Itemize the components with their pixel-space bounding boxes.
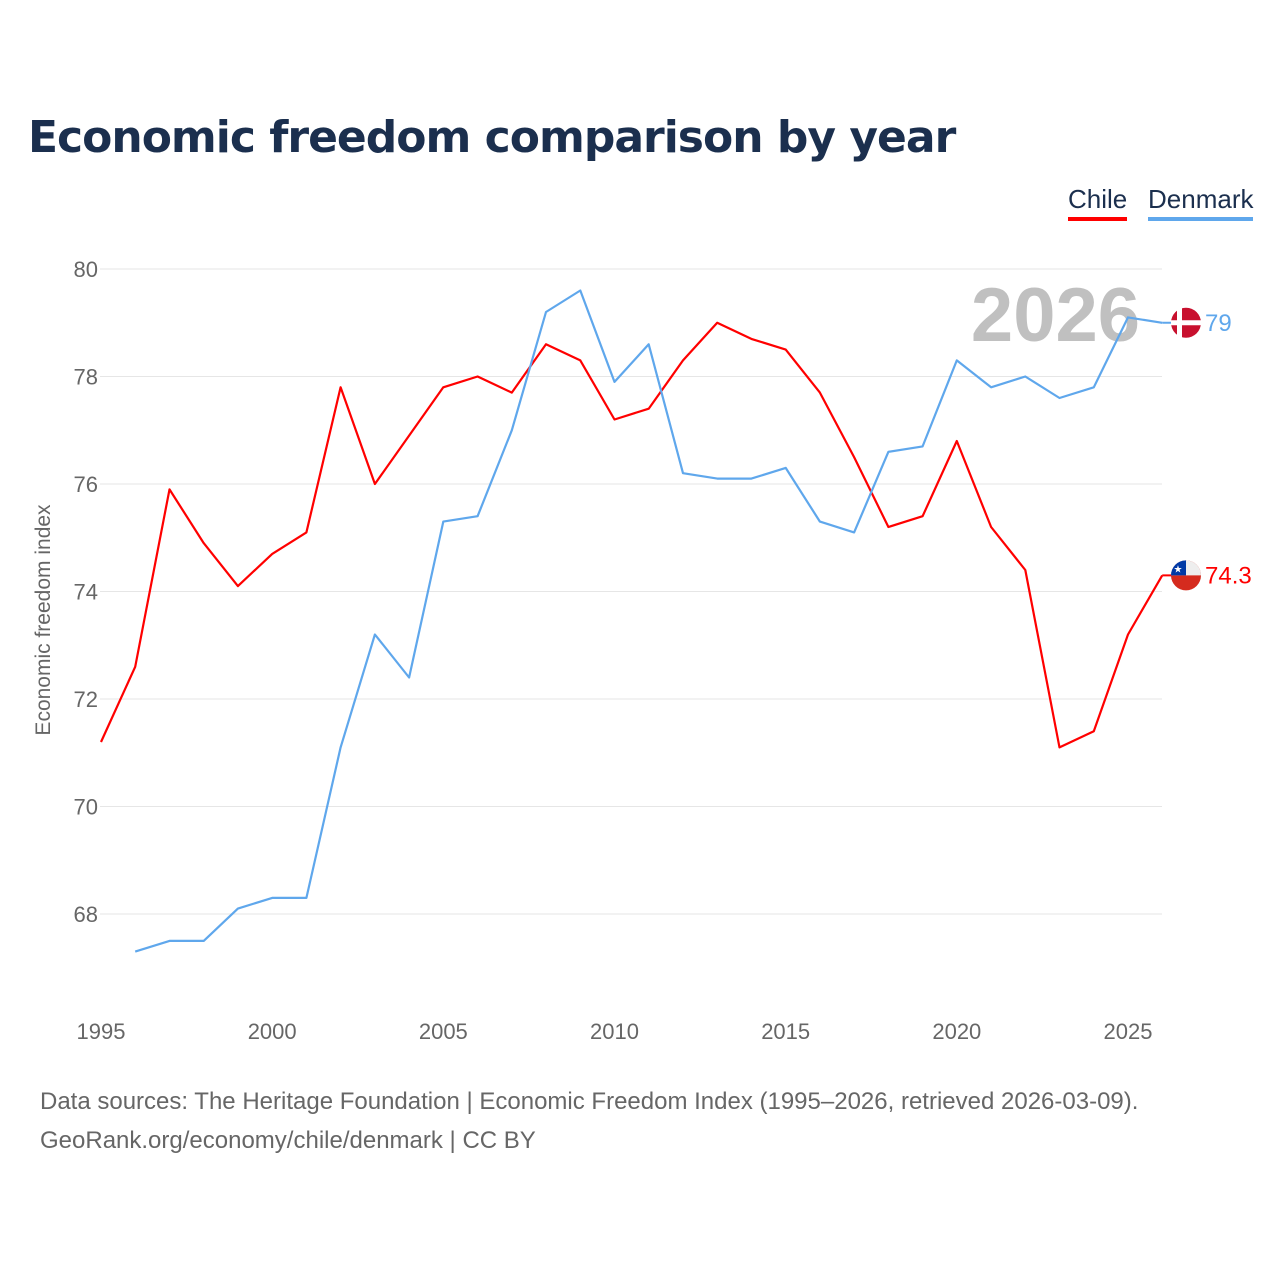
end-value-label: 74.3 — [1205, 562, 1252, 589]
x-tick-label: 1995 — [77, 1019, 126, 1044]
flag-star: ★ — [1174, 564, 1183, 575]
flag-icon-denmark — [1171, 307, 1201, 338]
x-tick-label: 2000 — [248, 1019, 297, 1044]
x-tick-label: 2005 — [419, 1019, 468, 1044]
year-watermark: 2026 — [971, 273, 1140, 358]
series-line-denmark — [134, 289, 1163, 953]
legend-denmark[interactable]: Denmark — [1148, 184, 1254, 221]
y-tick-label: 72 — [74, 687, 98, 712]
x-tick-label: 2025 — [1104, 1019, 1153, 1044]
source-url: GeoRank.org/economy/chile/denmark | CC B… — [40, 1127, 536, 1154]
flag-blue — [1171, 560, 1186, 576]
series-line-chile — [99, 321, 1164, 749]
x-tick-label: 2015 — [761, 1019, 810, 1044]
flag-icon-chile: ★ — [1171, 560, 1201, 591]
y-tick-label: 68 — [74, 902, 98, 927]
y-tick-label: 78 — [74, 365, 98, 390]
source-note: Data sources: The Heritage Foundation | … — [40, 1088, 1139, 1115]
chart-title: Economic freedom comparison by year — [28, 112, 956, 163]
flag-cross — [1171, 320, 1201, 326]
x-tick-label: 2020 — [932, 1019, 981, 1044]
y-axis-label: Economic freedom index — [32, 504, 55, 736]
y-tick-label: 76 — [74, 472, 98, 497]
x-tick-label: 2010 — [590, 1019, 639, 1044]
legend-chile[interactable]: Chile — [1068, 184, 1128, 221]
end-value-label: 79 — [1205, 310, 1232, 337]
y-tick-label: 70 — [74, 795, 98, 820]
y-tick-label: 74 — [74, 580, 98, 605]
y-tick-label: 80 — [74, 257, 98, 282]
